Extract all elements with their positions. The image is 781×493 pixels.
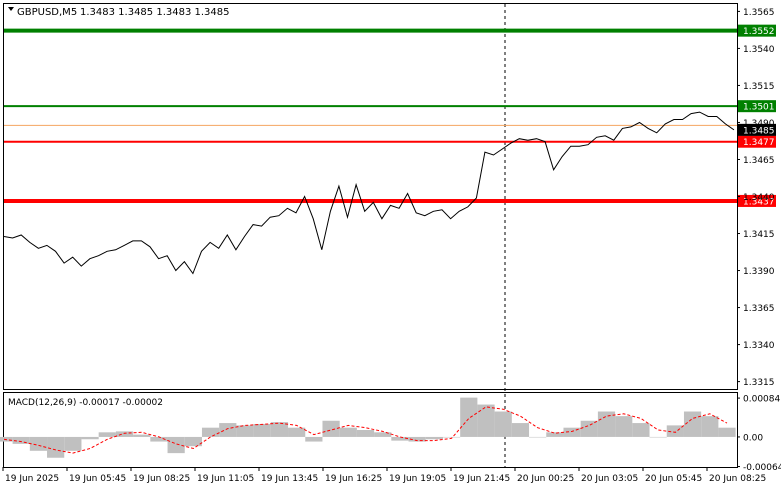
time-axis-label: 19 Jun 13:45: [261, 474, 318, 484]
ohlc-label: 1.3483 1.3485 1.3483 1.3485: [80, 7, 230, 18]
current-price-tag: [738, 123, 776, 136]
level-price-tag: [738, 135, 776, 148]
price-axis-label: 1.3465: [743, 156, 775, 166]
current-price-label: 1.3485: [743, 126, 775, 136]
macd-histogram-bar: [253, 423, 271, 437]
macd-axis-label: 0.00: [743, 433, 763, 443]
macd-histogram-bar: [408, 436, 426, 442]
price-axis-label: 1.3440: [743, 193, 775, 203]
time-axis-label: 20 Jun 05:45: [645, 474, 702, 484]
macd-histogram-bar: [374, 432, 392, 437]
macd-histogram-bar: [649, 436, 667, 438]
macd-histogram-bar: [236, 425, 254, 437]
time-axis-label: 19 Jun 16:25: [325, 474, 382, 484]
price-axis-label: 1.3315: [743, 378, 775, 388]
macd-histogram-bar: [356, 430, 375, 437]
macd-histogram-bar: [219, 423, 237, 437]
macd-histogram-bar: [683, 411, 702, 437]
macd-histogram-bar: [580, 420, 598, 437]
macd-histogram-bar: [701, 416, 719, 437]
time-axis-label: 19 Jun 11:05: [197, 474, 254, 484]
macd-histogram-bar: [270, 422, 289, 437]
macd-histogram-bar: [133, 434, 151, 437]
macd-histogram-bar: [167, 436, 185, 454]
time-axis: 19 Jun 2025 19 Jun 05:45 19 Jun 08:25 19 Ju…: [2, 467, 766, 484]
price-axis-label: 1.3390: [743, 267, 775, 277]
macd-histogram-bar: [442, 436, 461, 438]
macd-histogram-bar: [305, 436, 323, 442]
macd-histogram-bar: [47, 436, 65, 458]
macd-histogram-bar: [597, 411, 616, 437]
macd-histogram-bar: [29, 436, 48, 451]
macd-histogram-bar: [425, 436, 443, 440]
symbol-label: GBPUSD,M5: [17, 7, 77, 18]
level-price-tag: [738, 24, 776, 37]
macd-histogram-bar: [632, 423, 650, 437]
price-axis-label: 1.3340: [743, 341, 775, 351]
macd-histogram-bar: [12, 436, 30, 444]
macd-signal-line: [3, 406, 728, 454]
level-price-tag: [738, 100, 776, 113]
macd-histogram-bar: [563, 427, 581, 437]
time-axis-label: 19 Jun 19:05: [389, 474, 446, 484]
level-price-tag: [738, 194, 776, 207]
macd-histogram-bar: [150, 436, 168, 442]
time-axis-label: 19 Jun 08:25: [133, 474, 190, 484]
macd-axis: 0.00084 0.00 -0.00064: [737, 395, 781, 473]
price-axis-label: 1.3365: [743, 304, 775, 314]
macd-histogram-bar: [201, 427, 220, 437]
macd-histogram-bar: [511, 423, 530, 437]
price-axis-label: 1.3490: [743, 119, 775, 129]
macd-histogram-bar: [494, 411, 512, 437]
macd-histogram-bar: [546, 432, 564, 437]
macd-pane-frame: [3, 392, 738, 468]
time-axis-label: 20 Jun 08:25: [709, 474, 766, 484]
time-axis-label: 20 Jun 03:05: [581, 474, 638, 484]
macd-axis-label: 0.00084: [743, 395, 780, 405]
level-price-label: 1.3552: [743, 27, 775, 37]
chart-menu-triangle-icon[interactable]: [8, 7, 14, 11]
time-axis-label: 19 Jun 2025: [5, 474, 59, 484]
macd-title: MACD(12,26,9) -0.00017 -0.00002: [8, 398, 163, 408]
time-axis-label: 19 Jun 05:45: [69, 474, 126, 484]
macd-histogram-bar: [391, 436, 409, 441]
price-pane-frame: [3, 3, 738, 390]
level-price-label: 1.3437: [743, 197, 775, 207]
macd-histogram-bar: [529, 436, 547, 438]
macd-histogram-bar: [615, 416, 633, 437]
macd-histogram-bar: [64, 436, 82, 451]
time-axis-label: 20 Jun 00:25: [517, 474, 574, 484]
time-axis-label: 19 Jun 21:45: [453, 474, 510, 484]
price-axis: 1.35651.35401.35151.34901.34651.34401.34…: [737, 8, 775, 388]
price-axis-label: 1.3415: [743, 230, 775, 240]
price-axis-label: 1.3515: [743, 82, 775, 92]
macd-histogram-bar: [98, 432, 116, 437]
price-axis-label: 1.3540: [743, 45, 775, 55]
macd-histogram-bar: [115, 431, 134, 437]
macd-histogram-bar: [81, 436, 99, 440]
level-price-label: 1.3501: [743, 103, 775, 113]
macd-histogram-bar: [288, 427, 306, 437]
macd-indicator: [0, 397, 736, 458]
macd-histogram-bar: [460, 397, 478, 437]
macd-histogram-bar: [322, 420, 340, 437]
level-price-label: 1.3477: [743, 138, 775, 148]
macd-axis-label: -0.00064: [743, 463, 781, 473]
price-line: 1.3485: [3, 111, 776, 275]
macd-histogram-bar: [666, 425, 684, 437]
level-lines: 1.3552 1.3501 1.3477 1.3437: [4, 4, 776, 467]
macd-histogram-bar: [184, 436, 202, 447]
price-series-line: [3, 111, 735, 275]
macd-histogram-bar: [477, 404, 495, 437]
price-axis-label: 1.3565: [743, 8, 775, 18]
macd-histogram-bar: [339, 427, 357, 437]
macd-histogram-bar: [718, 427, 736, 437]
